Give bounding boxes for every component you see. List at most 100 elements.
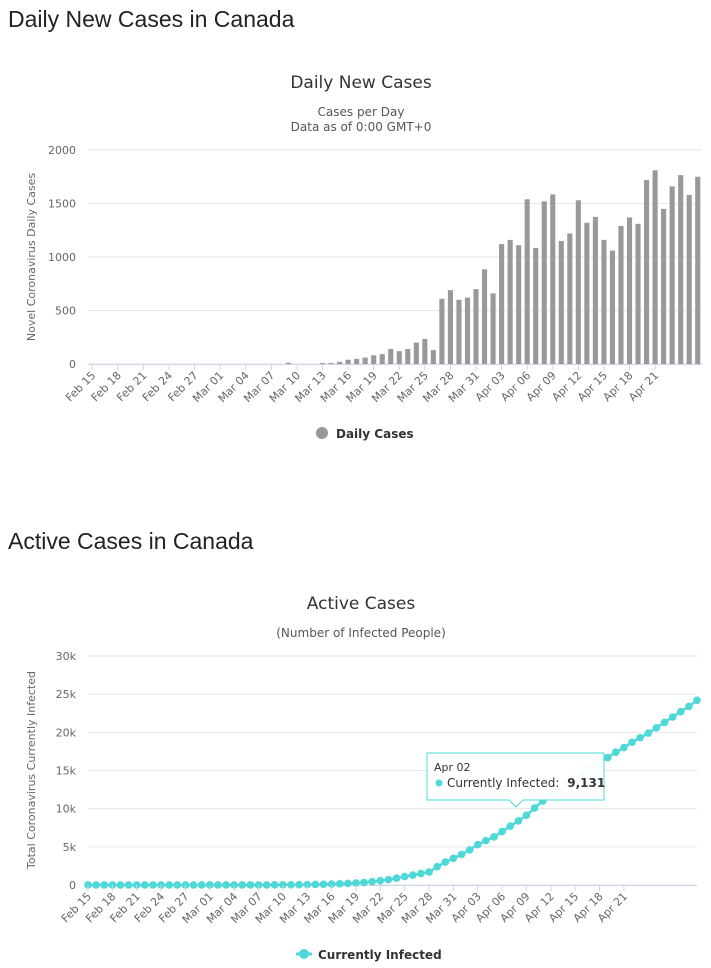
data-point[interactable] (490, 833, 498, 841)
bar[interactable] (328, 362, 334, 364)
data-point[interactable] (116, 881, 125, 889)
bar[interactable] (388, 349, 394, 364)
bar[interactable] (396, 351, 402, 364)
data-point[interactable] (246, 881, 255, 889)
data-point[interactable] (473, 840, 482, 849)
data-point[interactable] (352, 879, 360, 887)
bar[interactable] (524, 199, 530, 364)
bar[interactable] (371, 355, 377, 364)
data-point[interactable] (279, 881, 287, 889)
bar[interactable] (405, 349, 411, 364)
bar[interactable] (430, 350, 436, 364)
data-point[interactable] (668, 713, 677, 721)
bar[interactable] (490, 293, 496, 364)
data-point[interactable] (287, 880, 295, 889)
bar[interactable] (609, 250, 616, 364)
bar[interactable] (669, 186, 675, 364)
bar[interactable] (413, 342, 419, 364)
bar[interactable] (319, 363, 326, 364)
data-point[interactable] (482, 836, 490, 845)
bar[interactable] (618, 225, 624, 364)
data-point[interactable] (206, 881, 214, 889)
data-point[interactable] (636, 733, 644, 742)
bar[interactable] (516, 245, 522, 364)
data-point[interactable] (360, 878, 368, 887)
data-point[interactable] (214, 881, 222, 889)
data-point[interactable] (506, 822, 515, 831)
legend[interactable]: Daily Cases (316, 427, 414, 441)
data-point[interactable] (417, 869, 425, 878)
data-point[interactable] (457, 850, 466, 859)
data-point[interactable] (189, 881, 198, 889)
data-point[interactable] (270, 881, 279, 889)
bar[interactable] (695, 176, 701, 364)
bar[interactable] (447, 290, 453, 364)
bar[interactable] (354, 358, 360, 364)
bar[interactable] (285, 362, 291, 364)
bar[interactable] (635, 223, 641, 364)
bar[interactable] (678, 175, 684, 364)
bar[interactable] (644, 179, 650, 364)
bar[interactable] (337, 361, 343, 364)
bar[interactable] (601, 239, 607, 364)
data-point[interactable] (303, 880, 312, 889)
data-point[interactable] (465, 846, 474, 854)
data-point[interactable] (238, 881, 247, 889)
data-point[interactable] (344, 879, 352, 888)
data-point[interactable] (132, 881, 141, 889)
data-point[interactable] (425, 868, 433, 876)
bar[interactable] (379, 354, 385, 364)
data-point[interactable] (295, 880, 303, 889)
data-point[interactable] (327, 880, 336, 888)
data-point[interactable] (368, 877, 377, 886)
data-point[interactable] (124, 881, 133, 889)
bar[interactable] (652, 170, 658, 364)
data-point[interactable] (141, 881, 149, 889)
data-point[interactable] (100, 881, 109, 889)
bar[interactable] (558, 240, 564, 364)
bar[interactable] (550, 194, 556, 364)
data-point[interactable] (612, 748, 620, 756)
data-point[interactable] (108, 881, 117, 889)
data-point[interactable] (433, 862, 441, 871)
data-point[interactable] (222, 881, 230, 889)
bar[interactable] (481, 269, 488, 364)
data-point[interactable] (197, 881, 206, 889)
data-point[interactable] (254, 881, 263, 889)
bar[interactable] (575, 200, 581, 364)
data-point[interactable] (384, 875, 393, 884)
data-point[interactable] (449, 854, 458, 863)
data-point[interactable] (498, 827, 506, 836)
data-point[interactable] (660, 718, 669, 727)
bar[interactable] (584, 222, 590, 364)
data-point[interactable] (311, 880, 320, 889)
data-point[interactable] (181, 881, 190, 889)
data-point[interactable] (92, 881, 100, 889)
bar[interactable] (499, 244, 505, 364)
data-point[interactable] (392, 874, 401, 882)
data-point[interactable] (441, 858, 450, 866)
data-point[interactable] (319, 880, 328, 889)
bar[interactable] (541, 201, 547, 364)
bar[interactable] (439, 298, 445, 364)
data-point[interactable] (149, 881, 157, 889)
data-point[interactable] (173, 881, 182, 889)
data-point[interactable] (693, 696, 701, 705)
data-point[interactable] (165, 881, 173, 889)
data-point[interactable] (400, 872, 409, 881)
data-point[interactable] (522, 811, 531, 820)
data-point[interactable] (620, 743, 628, 752)
legend[interactable]: Currently Infected (296, 948, 442, 962)
data-point[interactable] (84, 881, 92, 889)
bar[interactable] (686, 194, 692, 364)
bar[interactable] (533, 247, 539, 364)
bar[interactable] (473, 289, 479, 364)
bar[interactable] (464, 297, 471, 364)
data-point[interactable] (644, 729, 653, 737)
data-point[interactable] (603, 753, 612, 762)
data-point[interactable] (376, 876, 385, 885)
data-point[interactable] (262, 881, 271, 889)
data-point[interactable] (676, 707, 685, 716)
bar[interactable] (507, 239, 513, 364)
bar[interactable] (422, 338, 428, 364)
